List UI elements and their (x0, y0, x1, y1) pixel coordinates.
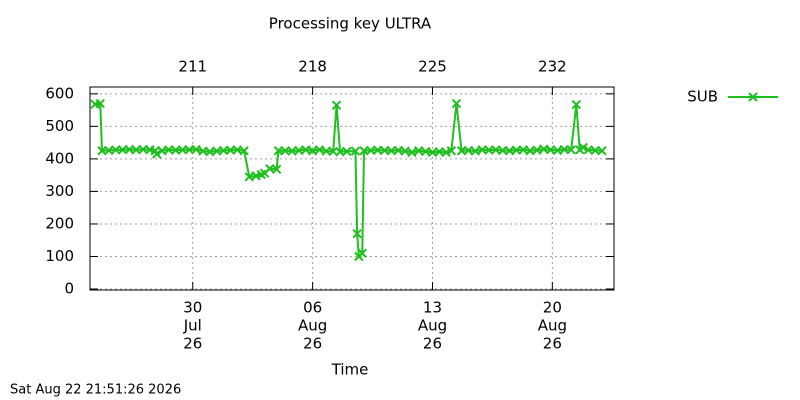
data-point (152, 149, 162, 159)
data-point (342, 146, 352, 157)
x-axis-label: Time (331, 361, 369, 379)
x2-tick-label: 232 (538, 58, 567, 76)
data-point (470, 146, 481, 156)
y-tick-label: 300 (45, 182, 74, 200)
y-tick-label: 200 (45, 214, 74, 232)
data-point (239, 146, 249, 156)
data-point (446, 146, 457, 156)
x-tick-label: Aug (538, 317, 567, 335)
data-point (400, 146, 410, 156)
y-tick-label: 500 (45, 117, 74, 135)
data-point (352, 229, 362, 239)
x-tick-label: 26 (423, 335, 442, 353)
data-point (597, 146, 607, 156)
data-point (578, 142, 588, 153)
x-tick-label: Jul (183, 317, 202, 335)
y-tick-label: 400 (45, 149, 74, 167)
x-tick-label: 06 (303, 299, 322, 317)
x-tick-label: 26 (183, 335, 202, 353)
x-tick-label: Aug (418, 317, 447, 335)
x-tick-label: 26 (543, 335, 562, 353)
x-tick-label: 20 (543, 299, 562, 317)
data-point (177, 145, 188, 155)
y-tick-label: 0 (64, 280, 74, 298)
chart-title: Processing key ULTRA (269, 15, 432, 33)
x2-tick-label: 211 (178, 58, 207, 76)
data-point (407, 147, 417, 158)
legend-label: SUB (687, 88, 718, 106)
timestamp: Sat Aug 22 21:51:26 2026 (10, 383, 181, 398)
data-point (271, 164, 282, 175)
y-tick-label: 100 (45, 247, 74, 265)
data-point (273, 146, 284, 156)
x-tick-label: 30 (183, 299, 202, 317)
x-tick-label: 13 (423, 299, 442, 317)
data-point (331, 100, 342, 110)
data-point (357, 248, 367, 258)
x2-tick-label: 218 (298, 58, 327, 76)
data-point (350, 146, 361, 156)
data-point (566, 145, 576, 155)
data-point (571, 99, 582, 110)
x-tick-label: 26 (303, 335, 322, 353)
y-tick-label: 600 (45, 84, 74, 102)
data-point (441, 147, 451, 158)
data-point (451, 98, 462, 109)
data-point (95, 98, 105, 109)
data-point (191, 144, 201, 155)
data-point (314, 145, 325, 155)
plot-frame (89, 86, 615, 291)
x2-tick-label: 225 (418, 58, 447, 76)
x-tick-label: Aug (298, 317, 327, 335)
legend-marker (748, 92, 758, 102)
data-point (110, 145, 121, 155)
